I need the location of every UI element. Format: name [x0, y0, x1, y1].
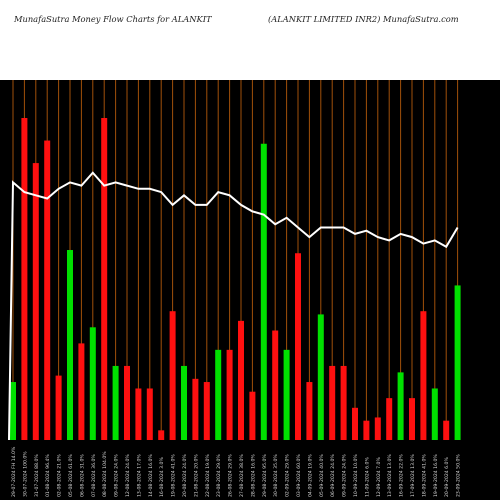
bar-13: [146, 388, 153, 440]
bar-33: [374, 417, 381, 440]
bar-19: [215, 349, 222, 440]
bar-25: [283, 349, 290, 440]
chart-title-left: MunafaSutra Money Flow Charts for ALANKI…: [14, 14, 212, 24]
x-tick-label: 17-09-2024 13.0%: [410, 454, 416, 497]
bar-7: [78, 343, 85, 440]
x-tick-label: 20-09-2024 6.0%: [444, 457, 450, 497]
x-tick-label: 26-08-2024 29.0%: [228, 454, 234, 497]
bar-14: [158, 430, 165, 440]
x-tick-label: 14-08-2024 16.0%: [148, 454, 154, 497]
x-tick-label: 07-08-2024 36.0%: [91, 454, 97, 497]
bar-32: [363, 420, 370, 440]
money-flow-line: [8, 171, 459, 441]
x-tick-label: 06-09-2024 24.0%: [330, 454, 336, 497]
x-tick-label: 27-08-2024 38.0%: [239, 454, 245, 497]
x-tick-label: 29-08-2024 95.0%: [262, 454, 268, 497]
bar-36: [409, 398, 415, 440]
x-tick-label: 05-08-2024 61.0%: [68, 454, 74, 497]
x-tick-label: 13-09-2024 13.0%: [387, 454, 393, 497]
x-tick-label: 03-09-2024 60.0%: [296, 454, 302, 497]
bar-17: [192, 378, 199, 440]
bar-8: [89, 327, 96, 440]
x-tick-label: 06-08-2024 31.0%: [79, 454, 85, 497]
bar-12: [135, 388, 142, 440]
bar-15: [169, 311, 176, 440]
x-tick-label: 23-09-2024 50.0%: [456, 454, 462, 497]
bar-39: [443, 420, 450, 440]
x-tick-label: 31-07-2024 88.0%: [34, 454, 40, 497]
x-tick-label: 16-08-2024 3.0%: [159, 457, 165, 497]
x-tick-label: 02-08-2024 21.0%: [57, 454, 63, 497]
bar-16: [181, 365, 187, 440]
bar-6: [67, 250, 73, 440]
bar-21: [238, 320, 244, 440]
bar-40: [454, 285, 461, 440]
x-tick-label: 20-08-2024 24.0%: [182, 454, 188, 497]
x-tick-label: 05-09-2024 40.0%: [319, 454, 325, 497]
bar-2: [21, 118, 28, 440]
bar-24: [272, 330, 279, 440]
bar-20: [226, 349, 233, 440]
bar-37: [420, 311, 427, 440]
x-tick-label: 09-09-2024 24.0%: [342, 454, 348, 497]
x-tick-label: 29-07-2024 FH 14.0%: [11, 446, 17, 497]
bar-9: [101, 118, 108, 440]
x-tick-label: 11-09-2024 6.0%: [364, 457, 370, 497]
x-tick-label: 16-09-2024 22.0%: [399, 454, 405, 497]
x-tick-label: 22-08-2024 19.0%: [205, 454, 211, 497]
x-tick-label: 28-08-2024 16.0%: [250, 454, 256, 497]
bar-11: [124, 365, 130, 440]
bar-3: [32, 163, 39, 440]
bar-29: [329, 365, 336, 440]
x-tick-label: 13-08-2024 17.0%: [136, 454, 142, 497]
bar-35: [397, 372, 404, 440]
x-tick-label: 30-07-2024 100.0%: [22, 451, 28, 497]
x-tick-label: 04-09-2024 19.0%: [307, 454, 313, 497]
bar-34: [386, 398, 393, 440]
bar-27: [306, 382, 313, 440]
x-tick-label: 30-08-2024 35.0%: [273, 454, 279, 497]
bar-31: [352, 407, 358, 440]
bar-18: [203, 382, 210, 440]
x-tick-label: 08-08-2024 104.0%: [102, 451, 108, 497]
bar-28: [317, 314, 324, 440]
bar-30: [340, 365, 347, 440]
bar-1: [10, 382, 16, 440]
x-tick-label: 12-08-2024 24.0%: [125, 454, 131, 497]
bar-10: [112, 365, 119, 440]
bar-38: [431, 388, 438, 440]
bar-22: [249, 391, 256, 440]
x-tick-label: 01-08-2024 96.4%: [45, 454, 51, 497]
bar-26: [295, 253, 301, 440]
x-tick-label: 19-09-2024 16.0%: [433, 454, 439, 497]
x-tick-label: 10-09-2024 10.0%: [353, 454, 359, 497]
chart-title-right: (ALANKIT LIMITED INR2) MunafaSutra.com: [268, 14, 459, 24]
x-tick-label: 23-08-2024 29.0%: [216, 454, 222, 497]
bar-5: [55, 375, 62, 440]
x-tick-label: 02-09-2024 29.0%: [285, 454, 291, 497]
x-tick-label: 09-08-2024 24.0%: [114, 454, 120, 497]
bar-4: [44, 140, 51, 441]
x-tick-label: 19-08-2024 41.0%: [171, 454, 177, 497]
x-tick-label: 18-09-2024 41.0%: [421, 454, 427, 497]
x-tick-label: 12-09-2024 7.0%: [376, 457, 382, 497]
x-tick-label: 21-08-2024 20.0%: [193, 454, 199, 497]
bar-23: [260, 143, 267, 440]
